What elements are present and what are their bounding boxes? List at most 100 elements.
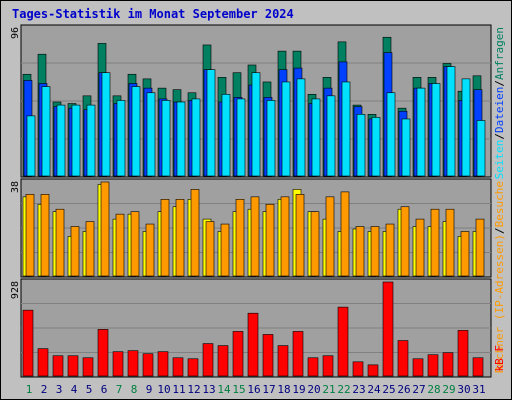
bar-seiten-11 (176, 101, 186, 177)
bar-kb-f-13 (202, 343, 214, 377)
bar-besuche-6 (100, 181, 110, 277)
bar-besuche-8 (130, 211, 140, 277)
bar-besuche-11 (175, 199, 185, 277)
bar-seiten-6 (101, 72, 111, 177)
x-tick-label-14: 14 (217, 383, 231, 396)
x-tick-label-6: 6 (101, 383, 108, 396)
bar-seiten-27 (416, 87, 426, 177)
y-max-label: 38 (10, 181, 21, 193)
bar-kb-f-9 (142, 353, 154, 377)
bar-besuche-22 (340, 191, 350, 277)
bar-kb-f-23 (352, 361, 364, 377)
bar-seiten-25 (386, 92, 396, 177)
bar-kb-f-1 (22, 309, 34, 377)
bar-seiten-22 (341, 81, 351, 177)
bar-kb-f-26 (397, 340, 409, 377)
bar-besuche-3 (55, 208, 65, 277)
right-label-middle-part: / (493, 227, 506, 234)
x-tick-label-28: 28 (427, 383, 440, 396)
bar-seiten-2 (41, 86, 51, 177)
bar-kb-f-27 (412, 358, 424, 377)
bar-seiten-14 (221, 93, 231, 177)
x-tick-label-27: 27 (412, 383, 425, 396)
bar-seiten-12 (191, 98, 201, 177)
bar-besuche-5 (85, 221, 95, 277)
bar-kb-f-8 (127, 350, 139, 377)
x-tick-label-10: 10 (157, 383, 170, 396)
x-tick-label-2: 2 (41, 383, 48, 396)
x-tick-label-21: 21 (322, 383, 335, 396)
bar-kb-f-31 (472, 357, 484, 377)
bar-besuche-24 (370, 226, 380, 277)
bar-seiten-17 (266, 100, 276, 177)
x-tick-label-5: 5 (86, 383, 93, 396)
bar-besuche-21 (325, 196, 335, 277)
right-label-middle-part: Rechner (IP-Adressen) (493, 234, 506, 373)
right-label-top-part: Anfragen (493, 27, 506, 80)
bar-seiten-10 (161, 100, 171, 177)
chart-title: Tages-Statistik im Monat September 2024 (12, 7, 294, 21)
bar-seiten-20 (311, 98, 321, 177)
bar-seiten-29 (446, 66, 456, 177)
right-label-top-part: / (493, 80, 506, 87)
x-tick-label-30: 30 (457, 383, 470, 396)
bar-kb-f-25 (382, 281, 394, 377)
x-tick-label-13: 13 (202, 383, 215, 396)
bar-besuche-14 (220, 223, 230, 277)
bar-kb-f-24 (367, 364, 379, 377)
x-tick-label-19: 19 (292, 383, 305, 396)
x-tick-label-29: 29 (442, 383, 455, 396)
bar-seiten-26 (401, 118, 411, 177)
x-tick-label-12: 12 (187, 383, 200, 396)
bar-kb-f-3 (52, 355, 64, 377)
bar-seiten-19 (296, 78, 306, 177)
x-tick-label-24: 24 (367, 383, 381, 396)
x-tick-label-20: 20 (307, 383, 320, 396)
bar-besuche-29 (445, 208, 455, 277)
bar-besuche-9 (145, 223, 155, 277)
panel-top: 96 (10, 24, 492, 178)
x-tick-label-25: 25 (382, 383, 395, 396)
bar-kb-f-21 (322, 355, 334, 377)
bar-kb-f-12 (187, 358, 199, 377)
x-tick-label-31: 31 (472, 383, 485, 396)
bar-kb-f-17 (262, 334, 274, 377)
x-tick-label-1: 1 (26, 383, 33, 396)
bar-besuche-4 (70, 226, 80, 277)
bar-kb-f-28 (427, 354, 439, 377)
x-tick-label-26: 26 (397, 383, 410, 396)
bar-besuche-19 (295, 194, 305, 277)
bar-seiten-28 (431, 83, 441, 177)
bar-besuche-25 (385, 223, 395, 277)
x-axis-labels: 1 2 3 4 5 6 7 8 9 10 11 12 13 14 15 16 17 18 19 20 21 22 23 24 2… (26, 383, 486, 396)
bar-besuche-13 (205, 221, 215, 277)
bar-besuche-20 (310, 211, 320, 277)
bar-seiten-8 (131, 86, 141, 177)
y-max-label: 928 (10, 281, 21, 299)
x-tick-label-18: 18 (277, 383, 290, 396)
bar-besuche-30 (460, 231, 470, 277)
bar-besuche-28 (430, 208, 440, 277)
bar-kb-f-11 (172, 357, 184, 377)
bar-kb-f-29 (442, 352, 454, 377)
bar-besuche-1 (25, 194, 35, 277)
bar-kb-f-6 (97, 329, 109, 377)
bar-seiten-3 (56, 104, 66, 177)
right-label-middle-part: Besuche (493, 181, 506, 227)
bar-besuche-23 (355, 226, 365, 277)
x-tick-label-7: 7 (116, 383, 123, 396)
bar-kb-f-15 (232, 331, 244, 377)
bar-kb-f-14 (217, 345, 229, 377)
bar-besuche-26 (400, 206, 410, 277)
right-label-top-part: Dateien (493, 87, 506, 133)
x-tick-label-15: 15 (232, 383, 245, 396)
bar-kb-f-20 (307, 357, 319, 377)
right-label-middle: Rechner (IP-Adressen)/Besuche (493, 181, 506, 373)
bar-besuche-2 (40, 194, 50, 277)
bar-seiten-1 (26, 115, 36, 177)
bar-kb-f-5 (82, 357, 94, 377)
bar-besuche-7 (115, 213, 125, 277)
right-label-bottom: kB F (493, 345, 506, 372)
